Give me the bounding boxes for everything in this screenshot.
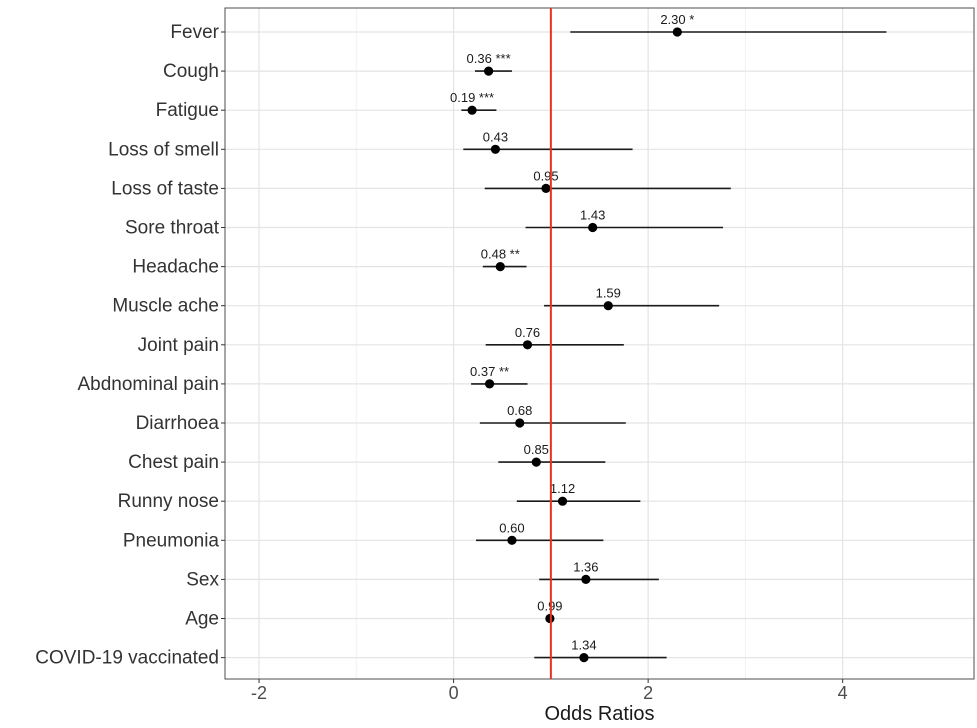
estimate-point [579, 653, 589, 663]
estimate-annotation: 0.85 [524, 442, 549, 457]
y-tick-label: Sex [186, 569, 219, 590]
x-tick-label: -2 [251, 683, 267, 703]
estimate-annotation: 0.48 ** [481, 247, 520, 262]
y-tick-label: Diarrhoea [136, 413, 220, 434]
estimate-point [515, 418, 525, 428]
estimate-point [522, 340, 533, 350]
x-tick-label: 4 [838, 683, 848, 703]
estimate-annotation: 2.30 * [660, 12, 694, 27]
estimate-point [588, 222, 598, 233]
estimate-annotation: 1.12 [550, 481, 575, 496]
estimate-annotation: 0.60 [499, 520, 524, 535]
y-tick-label: Age [185, 609, 219, 630]
y-tick-label: Loss of taste [111, 178, 219, 199]
y-tick-label: Fever [170, 22, 219, 43]
y-tick-label: Abdnominal pain [77, 374, 219, 395]
y-tick-label: Chest pain [128, 452, 219, 473]
estimate-point [484, 66, 494, 76]
y-tick-label: Joint pain [138, 335, 219, 356]
estimate-annotation: 1.34 [571, 638, 596, 653]
y-tick-label: Fatigue [156, 100, 219, 121]
estimate-point [507, 535, 517, 545]
y-tick-label: COVID-19 vaccinated [35, 648, 219, 669]
estimate-annotation: 1.36 [573, 559, 598, 574]
y-tick-label: Muscle ache [112, 296, 219, 317]
estimate-point [467, 105, 477, 115]
estimate-annotation: 0.68 [507, 403, 532, 418]
x-tick-label: 2 [643, 683, 653, 703]
estimate-annotation: 0.76 [515, 325, 540, 340]
estimate-point [484, 379, 495, 389]
estimate-point [531, 457, 541, 467]
estimate-point [495, 262, 505, 272]
estimate-annotation: 0.37 ** [470, 364, 509, 379]
x-axis-title: Odds Ratios [544, 703, 654, 723]
estimate-annotation: 0.95 [533, 168, 558, 183]
plot-border [224, 7, 975, 680]
x-tick-label: 0 [449, 683, 459, 703]
y-tick-label: Runny nose [118, 491, 219, 512]
estimate-point [541, 183, 551, 193]
estimate-annotation: 1.59 [596, 286, 621, 301]
y-tick-label: Pneumonia [123, 530, 220, 551]
estimate-point [490, 144, 501, 154]
estimate-point [603, 301, 613, 311]
y-tick-label: Cough [163, 61, 219, 82]
estimate-annotation: 1.43 [580, 208, 605, 223]
estimate-point [581, 574, 591, 585]
estimate-annotation: 0.19 *** [450, 90, 494, 105]
estimate-annotation: 0.43 [483, 129, 508, 144]
estimate-annotation: 0.36 *** [467, 51, 511, 66]
estimate-point [672, 27, 682, 37]
estimate-point [557, 496, 568, 506]
y-tick-label: Headache [132, 257, 219, 278]
y-tick-label: Loss of smell [108, 139, 219, 160]
plot-panel [225, 8, 974, 679]
y-tick-label: Sore throat [125, 218, 220, 239]
